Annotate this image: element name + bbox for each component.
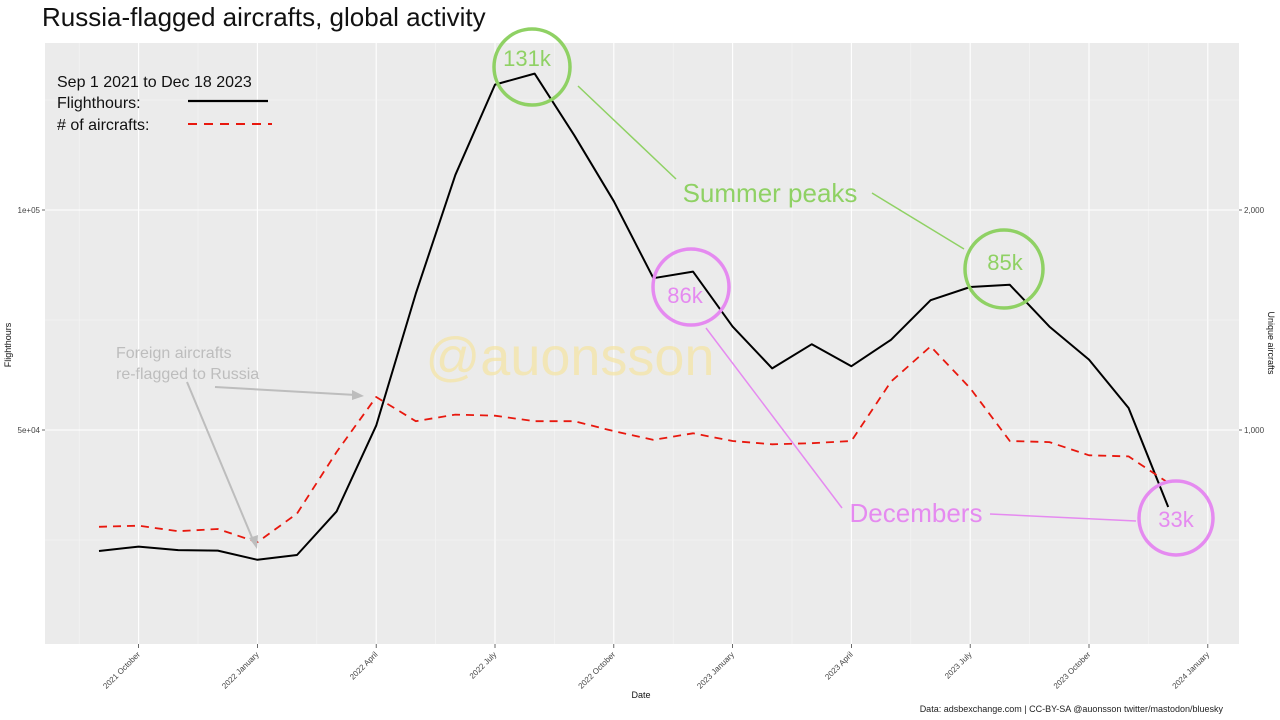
series-line-aircrafts [98,345,1169,544]
grid-lines [45,43,1239,644]
x-tick-label: 2022 July [468,650,499,681]
data-source-caption: Data: adsbexchange.com | CC-BY-SA @auons… [919,704,1223,714]
page-title: Russia-flagged aircrafts, global activit… [42,2,486,32]
annotation-arrow-dec-1 [705,327,843,509]
x-tick-label: 2022 April [348,650,380,682]
legend-aircrafts-label: # of aircrafts: [57,117,149,134]
dec-2022-circle [651,247,731,327]
annotation-arrow-summer-2 [871,192,965,250]
annotation-arrow-foreign-1 [214,386,357,396]
peak-2022-circle [492,27,572,107]
annotation-arrow-foreign-2 [186,381,254,541]
watermark: @auonsson [425,327,714,387]
annotation-summer-peaks: Summer peaks [683,178,858,208]
annotation-foreign-line2: re-flagged to Russia [116,366,259,383]
plot-panel [45,43,1239,644]
annotation-arrowhead-foreign-2 [249,535,258,549]
x-tick-label: 2022 January [220,650,261,691]
x-tick-label: 2021 October [101,650,142,691]
x-axis-title: Date [631,690,650,700]
x-tick-label: 2023 July [943,650,974,681]
peak-2023-circle [963,228,1045,310]
annotation-peak-2023: 85k [987,250,1023,275]
dec-2023-circle [1137,479,1215,557]
annotations: Summer peaks 131k 85k Decembers 86k 33k … [116,27,1215,557]
annotation-decembers: Decembers [850,498,983,528]
y2-tick-label: 2,000 [1244,206,1265,215]
legend-period: Sep 1 2021 to Dec 18 2023 [57,74,252,91]
annotation-arrowhead-foreign-1 [352,390,364,400]
annotation-arrow-summer-1 [577,85,677,180]
legend-flighthours-label: Flighthours: [57,95,141,112]
series-lines [98,72,1170,561]
x-tick-label: 2023 January [695,650,736,691]
y-tick-label: 1e+05 [18,206,41,215]
x-tick-label: 2022 October [577,650,618,691]
legend: Sep 1 2021 to Dec 18 2023 Flighthours: #… [57,74,272,134]
y-axis-title: Flighthours [3,322,13,367]
series-line-flighthours [98,72,1170,561]
annotation-peak-2022: 131k [503,46,552,71]
x-tick-label: 2023 October [1052,650,1093,691]
y2-axis-title: Unique aircrafts [1266,311,1276,375]
y-tick-label: 5e+04 [18,426,41,435]
x-tick-label: 2023 April [823,650,855,682]
x-tick-label: 2024 January [1171,650,1212,691]
annotation-arrow-dec-2 [989,513,1137,522]
y2-tick-label: 1,000 [1244,426,1265,435]
annotation-dec-2022: 86k [667,283,703,308]
annotation-dec-2023: 33k [1158,507,1194,532]
annotation-foreign-line1: Foreign aircrafts [116,345,232,362]
